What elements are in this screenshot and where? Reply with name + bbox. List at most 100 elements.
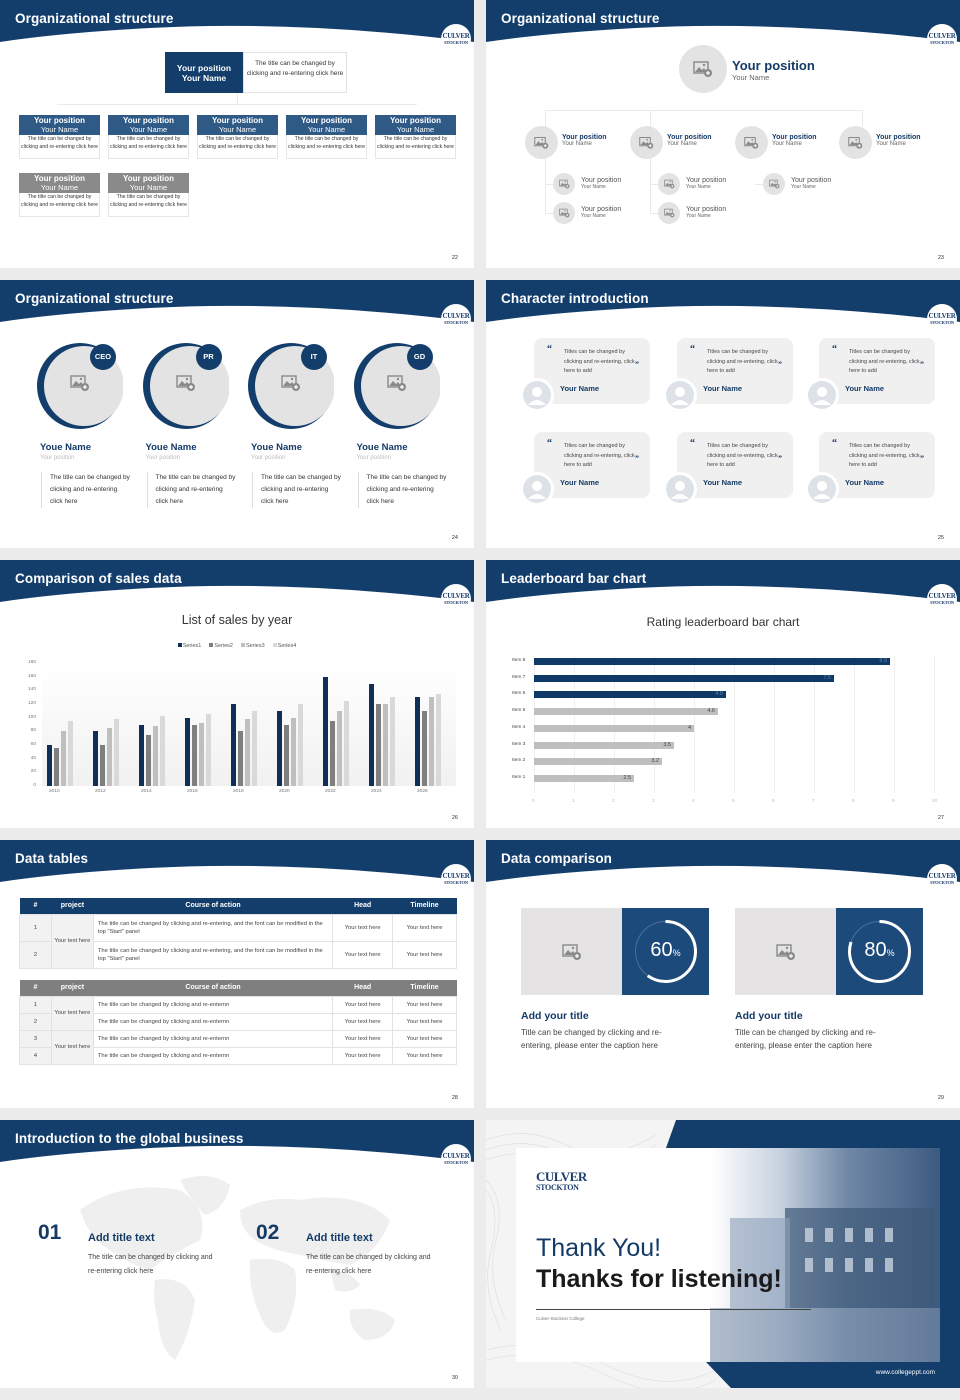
- bar: 2.5: [534, 774, 634, 782]
- column-header: #: [19, 898, 52, 914]
- image-placeholder-icon: [175, 374, 196, 392]
- close-quote-icon: ”: [920, 454, 924, 463]
- photo-placeholder[interactable]: [839, 126, 872, 159]
- slide-title: Comparison of sales data: [15, 571, 182, 586]
- member-position: Your position: [145, 455, 180, 461]
- card-position: Your position: [123, 174, 174, 183]
- image-placeholder[interactable]: [521, 908, 622, 995]
- connector-line: [650, 110, 651, 213]
- photo-placeholder[interactable]: [630, 126, 663, 159]
- grid-line: [574, 655, 575, 793]
- column-header: Course of action: [93, 898, 333, 914]
- slide-30[interactable]: Introduction to the global business 01 A…: [0, 1120, 474, 1388]
- testimonial-name: Your Name: [703, 384, 743, 393]
- page-number: 24: [451, 535, 458, 541]
- website-link[interactable]: www.collegeppt.com: [875, 1369, 935, 1376]
- data-table-1: # project Course of action Head Timeline 1 You…: [19, 898, 457, 969]
- position-card[interactable]: Your position Your Name The title can be …: [19, 173, 100, 217]
- node-label: Your position Your Name: [772, 134, 817, 147]
- position-card[interactable]: Your position Your Name The title can be …: [375, 115, 456, 159]
- card-name: Your Name: [129, 125, 168, 134]
- table-row: 1 Your text here The title can be changed …: [19, 913, 457, 969]
- card-name: Your Name: [307, 125, 346, 134]
- member-name: Youe Name: [145, 442, 197, 453]
- college-logo: CULVER STOCKTON: [441, 1144, 471, 1174]
- photo-placeholder[interactable]: [281, 374, 301, 397]
- bar: [185, 717, 190, 786]
- item-description: Title can be changed by clicking and re-…: [735, 1028, 876, 1050]
- position-card[interactable]: Your position Your Name The title can be …: [108, 115, 189, 159]
- top-position-box: Your position Your Name: [165, 52, 243, 93]
- slide-27[interactable]: Leaderboard bar chart Rating leaderboard…: [486, 560, 960, 828]
- slide-23[interactable]: Organizational structure Your position Y…: [486, 0, 960, 268]
- open-quote-icon: “: [832, 344, 837, 355]
- world-map-background: [80, 1176, 395, 1360]
- slide-22[interactable]: Organizational structure Your position Y…: [0, 0, 474, 268]
- grid-line: [694, 655, 695, 793]
- member-name: Youe Name: [356, 442, 408, 453]
- avatar: [805, 378, 839, 412]
- bar: [206, 714, 211, 786]
- bar: 7.5: [534, 674, 834, 682]
- grid-line: [534, 655, 535, 793]
- photo-placeholder[interactable]: [386, 374, 407, 397]
- y-tick: 100: [27, 714, 36, 720]
- open-quote-icon: “: [547, 438, 552, 449]
- card-position: Your position: [390, 116, 441, 125]
- slide-25[interactable]: Character introduction “ Titles can be c…: [486, 280, 960, 548]
- grid-line: [734, 655, 735, 793]
- image-placeholder-icon: [386, 374, 407, 392]
- connector-line: [237, 93, 238, 104]
- position-card[interactable]: Your position Your Name The title can be …: [286, 115, 367, 159]
- bar: [54, 748, 59, 786]
- slide-28[interactable]: Data tables # project Course of action Head…: [0, 840, 474, 1108]
- bar: [47, 745, 52, 786]
- photo-placeholder[interactable]: [553, 173, 575, 195]
- connector-line: [650, 213, 658, 214]
- bar: [238, 731, 243, 786]
- image-placeholder-icon: [281, 374, 301, 392]
- member-description: The title can be changed by clicking and…: [252, 472, 342, 508]
- slide-header: Organizational structure: [486, 0, 960, 44]
- photo-placeholder[interactable]: [658, 173, 680, 195]
- top-photo-placeholder[interactable]: [679, 45, 727, 93]
- card-name: Your Name: [129, 183, 168, 192]
- testimonial-text: Titles can be changed by clicking and re…: [849, 349, 920, 374]
- testimonial-name: Your Name: [560, 478, 600, 487]
- y-tick: Item 3: [512, 741, 526, 747]
- bar-value-label: 4.8: [715, 691, 723, 698]
- testimonial-text: Titles can be changed by clicking and re…: [849, 443, 920, 468]
- photo-placeholder[interactable]: [763, 173, 785, 195]
- position-card[interactable]: Your position Your Name The title can be …: [19, 115, 100, 159]
- slide-24[interactable]: Organizational structure CEO Youe Name Y…: [0, 280, 474, 548]
- column-header: #: [19, 980, 52, 996]
- avatar: [520, 472, 554, 506]
- slide-31-closing[interactable]: CULVER STOCKTON Thank You! Thanks for li…: [486, 1120, 960, 1388]
- card-name: Your Name: [218, 125, 257, 134]
- member-position: Your position: [40, 455, 75, 461]
- grid-line: [934, 655, 935, 793]
- x-tick: 0: [532, 798, 535, 804]
- position-card[interactable]: Your position Your Name The title can be …: [108, 173, 189, 217]
- slide-29[interactable]: Data comparison 60% Add your title Title…: [486, 840, 960, 1108]
- top-description: The title can be changed by clicking and…: [243, 52, 347, 93]
- card-description: The title can be changed by clicking and…: [375, 135, 456, 159]
- position-card[interactable]: Your position Your Name The title can be …: [197, 115, 278, 159]
- image-placeholder[interactable]: [735, 908, 836, 995]
- percentage-value: 80%: [864, 939, 895, 961]
- image-placeholder-icon: [663, 208, 675, 218]
- slide-26[interactable]: Comparison of sales data List of sales b…: [0, 560, 474, 828]
- photo-placeholder[interactable]: [735, 126, 768, 159]
- image-placeholder-icon: [70, 374, 90, 392]
- image-placeholder-icon: [768, 179, 780, 189]
- photo-placeholder[interactable]: [175, 374, 196, 397]
- photo-placeholder[interactable]: [658, 202, 680, 224]
- photo-placeholder[interactable]: [553, 202, 575, 224]
- x-tick: 2024: [371, 789, 382, 794]
- chart-title: List of sales by year: [181, 613, 293, 627]
- photo-placeholder[interactable]: [525, 126, 558, 159]
- image-placeholder-icon: [558, 179, 570, 189]
- grid-line: [774, 655, 775, 793]
- top-name: Your Name: [732, 73, 770, 82]
- photo-placeholder[interactable]: [70, 374, 90, 397]
